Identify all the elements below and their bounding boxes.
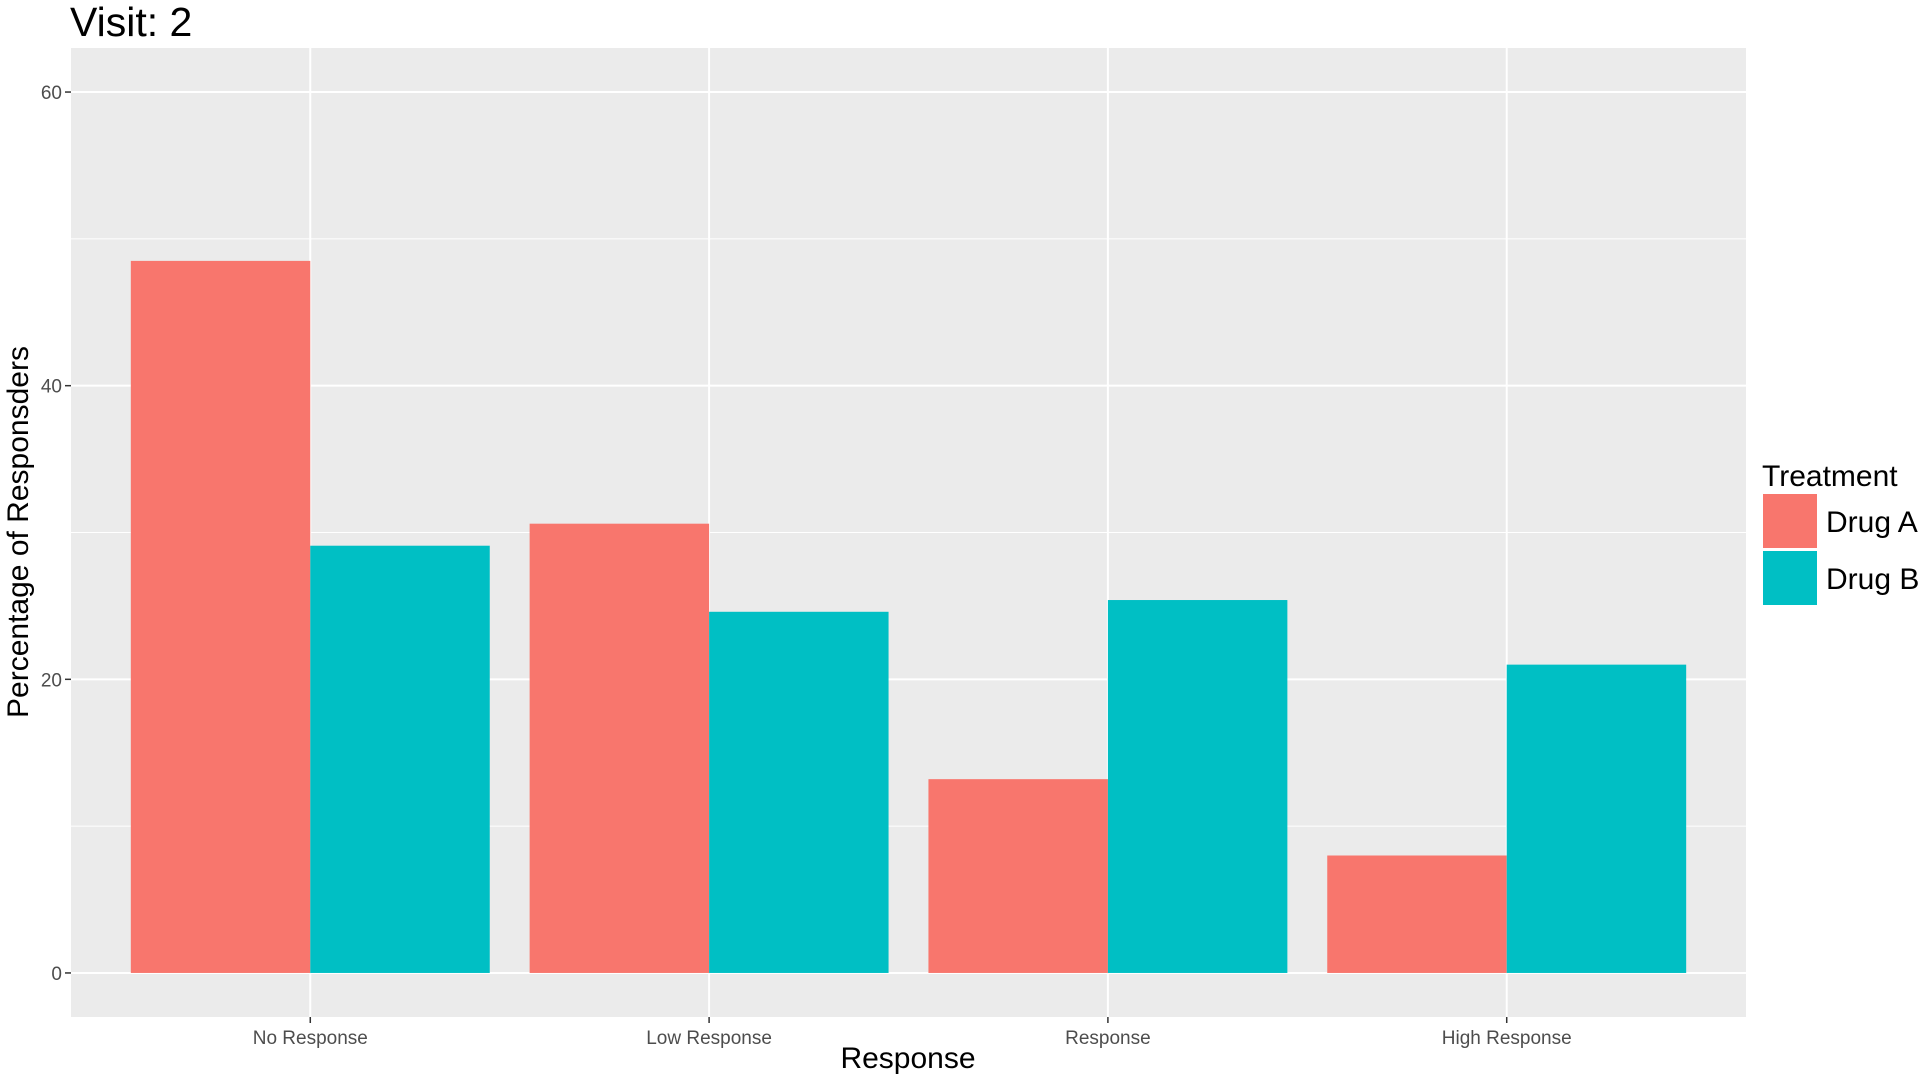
bar: [310, 545, 490, 973]
y-axis-title: Percentage of Responsders: [2, 346, 35, 718]
x-axis-ticks: No Response Low Response Response High Resp…: [253, 1017, 1572, 1049]
bar: [529, 523, 710, 973]
legend: Treatment Drug A Drug B: [1761, 460, 1919, 607]
legend-label: Drug B: [1826, 563, 1919, 596]
legend-key: [1761, 549, 1819, 607]
legend-items: Drug A Drug B: [1761, 492, 1919, 607]
y-tick-label: 20: [41, 670, 62, 691]
y-axis-ticks: 0 20 40 60: [41, 83, 71, 985]
y-tick-label: 40: [41, 377, 62, 398]
bars: [130, 260, 1687, 973]
x-tick-label: Response: [1065, 1028, 1151, 1049]
x-tick-label: No Response: [253, 1028, 368, 1049]
x-axis-title: Response: [840, 1042, 975, 1075]
bar: [928, 779, 1108, 973]
bar: [1107, 600, 1288, 973]
legend-title: Treatment: [1762, 460, 1898, 493]
chart-title: Visit: 2: [70, 0, 192, 45]
x-tick-label: High Response: [1442, 1028, 1572, 1049]
y-tick-label: 60: [41, 83, 62, 104]
bar: [1327, 855, 1507, 973]
bar: [709, 611, 889, 973]
legend-key: [1761, 492, 1819, 550]
bar: [1506, 664, 1687, 973]
x-tick-label: Low Response: [646, 1028, 772, 1049]
y-tick-label: 0: [51, 964, 62, 985]
legend-label: Drug A: [1826, 506, 1918, 539]
bar: [130, 260, 311, 973]
